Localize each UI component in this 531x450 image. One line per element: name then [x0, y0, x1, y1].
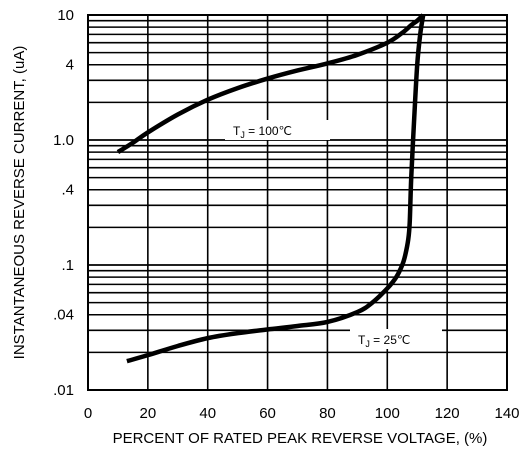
series-label-bg — [225, 120, 330, 140]
x-tick-label: 120 — [435, 405, 460, 422]
x-tick-labels: 0 20 40 60 80 100 120 140 — [84, 405, 520, 422]
y-tick-label: 4 — [66, 57, 74, 74]
y-tick-label: .4 — [61, 182, 74, 199]
series-label-bg — [350, 329, 442, 349]
curve-25c — [126, 14, 426, 364]
label-tj-100c: TJ = 100℃ — [233, 124, 292, 140]
x-tick-label: 0 — [84, 405, 92, 422]
curve-100c — [116, 13, 425, 155]
y-tick-label: 1.0 — [53, 132, 74, 149]
x-axis-title: PERCENT OF RATED PEAK REVERSE VOLTAGE, (… — [113, 430, 488, 447]
y-tick-labels: 10 4 1.0 .4 .1 .04 .01 — [53, 7, 74, 399]
y-axis-title: INSTANTANEOUS REVERSE CURRENT, (uA) — [11, 46, 28, 360]
x-tick-label: 60 — [259, 405, 276, 422]
series-labels: TJ = 100℃ TJ = 25℃ — [225, 120, 442, 349]
y-tick-label: 10 — [57, 7, 74, 24]
y-tick-label: .1 — [61, 257, 74, 274]
label-tj-25c: TJ = 25℃ — [358, 333, 410, 349]
x-tick-label: 100 — [375, 405, 400, 422]
y-tick-label: .04 — [53, 307, 74, 324]
x-tick-label: 80 — [319, 405, 336, 422]
x-tick-label: 20 — [140, 405, 157, 422]
curves — [116, 13, 426, 364]
y-tick-label: .01 — [53, 382, 74, 399]
plot-frame — [87, 14, 508, 391]
x-tick-label: 40 — [199, 405, 216, 422]
x-tick-label: 140 — [494, 405, 519, 422]
